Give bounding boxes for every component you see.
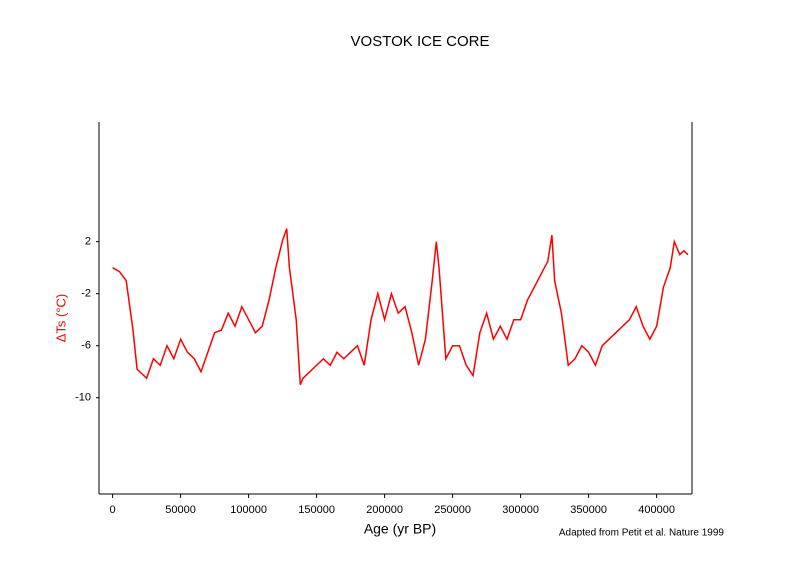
x-tick-label: 100000 [230, 504, 267, 516]
x-tick-label: 300000 [502, 504, 539, 516]
x-tick-label: 200000 [366, 504, 403, 516]
x-tick-label: 50000 [165, 504, 196, 516]
chart-title: VOSTOK ICE CORE [351, 33, 490, 50]
x-tick-label: 350000 [570, 504, 607, 516]
temperature-line [112, 228, 689, 386]
y-axis-label: ΔTs (°C) [53, 294, 68, 343]
y-tick-label: -6 [81, 340, 91, 352]
x-axis-label: Age (yr BP) [364, 521, 436, 537]
x-tick-label: 150000 [298, 504, 335, 516]
annotation: Adapted from Petit et al. Nature 1999 [559, 528, 725, 539]
y-tick-label: -10 [75, 392, 91, 404]
x-tick-label: 400000 [638, 504, 675, 516]
x-tick-label: 0 [110, 504, 116, 516]
y-tick-label: 2 [85, 236, 91, 248]
y-tick-label: -2 [81, 288, 91, 300]
x-tick-label: 250000 [434, 504, 471, 516]
